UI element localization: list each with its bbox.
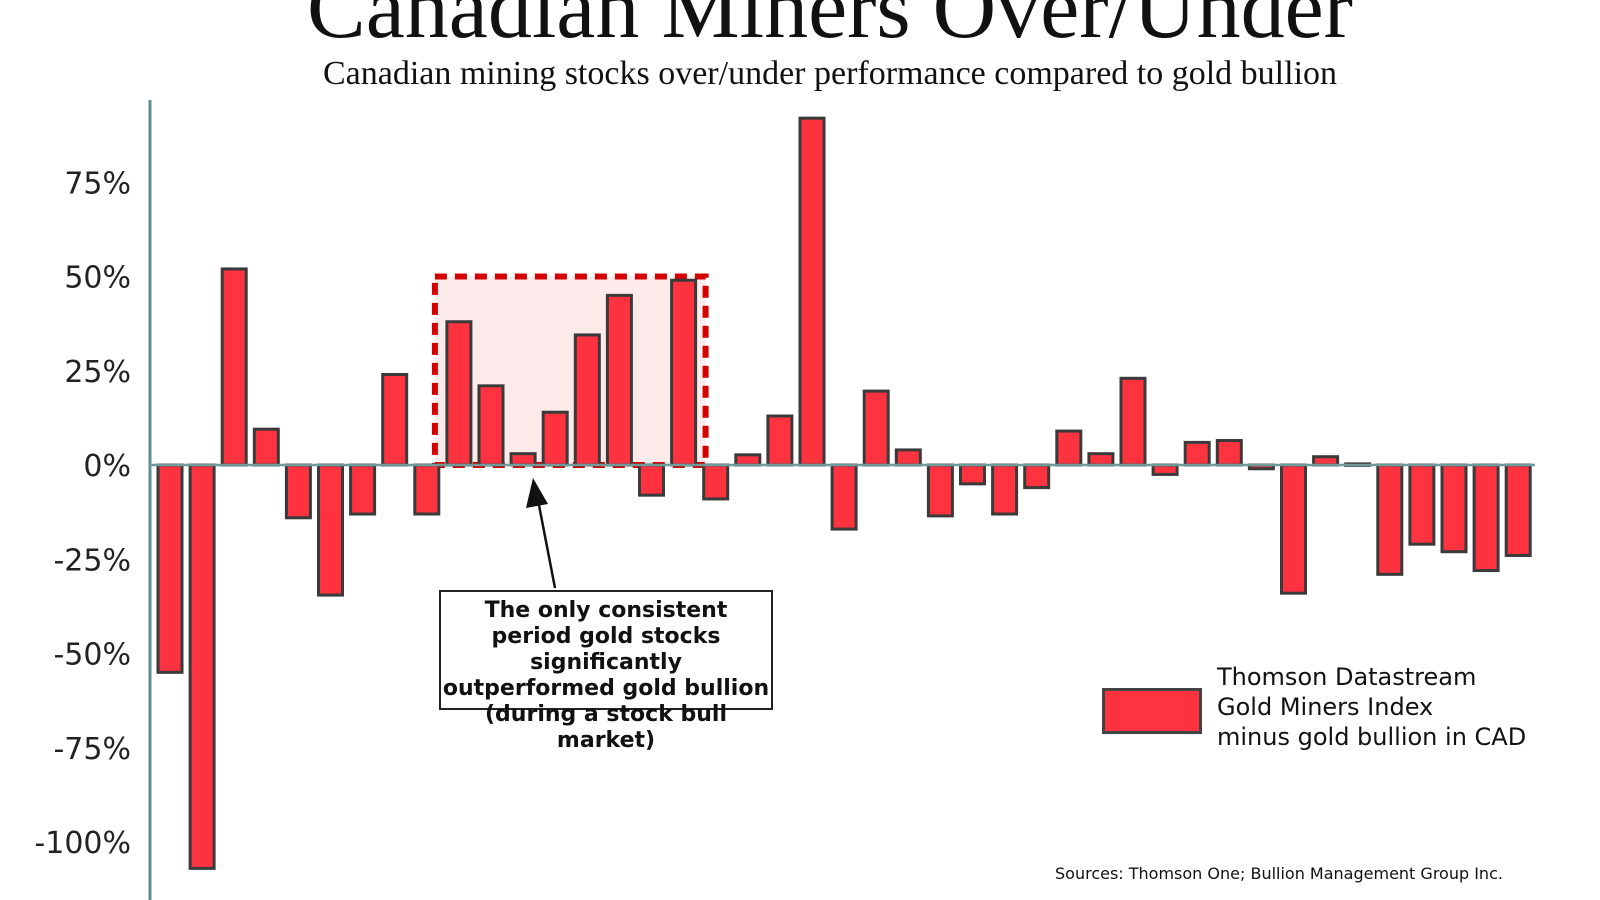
bar (1183, 440, 1211, 467)
bar (959, 463, 986, 486)
bar (605, 293, 633, 467)
arrow-head-icon (526, 478, 548, 508)
bar (509, 452, 537, 467)
legend-line: Gold Miners Index (1217, 693, 1434, 721)
bar (413, 463, 441, 516)
y-tick-label: 25% (64, 355, 131, 390)
annotation-box: The only consistent period gold stocks s… (439, 590, 773, 753)
bar (284, 463, 312, 520)
bar (991, 463, 1019, 516)
bar (926, 463, 954, 518)
legend-swatch (1102, 688, 1202, 734)
bar (1504, 463, 1532, 557)
bar (894, 448, 922, 467)
y-tick-label: 0% (83, 449, 131, 484)
chart-title: Canadian Miners Over/Under (307, 0, 1353, 57)
legend-line: Thomson Datastream (1217, 663, 1477, 691)
bar (541, 410, 569, 467)
y-tick-label: -50% (53, 638, 131, 673)
bar (1023, 463, 1051, 490)
bar (798, 116, 826, 467)
bar (862, 389, 890, 467)
bar (477, 384, 505, 467)
legend-label: Thomson Datastream Gold Miners Index min… (1217, 662, 1526, 752)
highlight-box (431, 273, 709, 468)
bar (1215, 438, 1243, 467)
bar (1055, 429, 1083, 467)
y-tick-label: 75% (64, 166, 131, 201)
bar (1376, 463, 1404, 576)
y-tick-label: -75% (53, 732, 131, 767)
bar (638, 463, 665, 497)
chart-subtitle: Canadian mining stocks over/under perfor… (322, 55, 1338, 92)
bar (1151, 463, 1179, 476)
sources-note: Sources: Thomson One; Bullion Management… (1055, 864, 1503, 883)
bar (734, 453, 762, 467)
bar (252, 427, 280, 467)
bar (830, 463, 858, 531)
bar (317, 463, 344, 597)
annotation-arrow (536, 499, 557, 589)
bar (573, 333, 601, 467)
bar (156, 463, 184, 674)
bar (381, 373, 409, 467)
bar (1440, 463, 1468, 554)
y-tick-label: -100% (34, 826, 131, 861)
bar (349, 463, 377, 516)
bar (1280, 463, 1307, 595)
y-tick-label: -25% (53, 543, 131, 578)
bar (1472, 463, 1500, 573)
bar (1119, 376, 1147, 467)
bar (1087, 452, 1115, 467)
y-tick-label: 50% (64, 261, 131, 296)
bar (188, 463, 216, 870)
bar (670, 278, 698, 467)
bar (766, 414, 794, 467)
bar (445, 320, 473, 467)
bar (702, 463, 730, 501)
bar (1408, 463, 1436, 546)
annotation-text: The only consistent period gold stocks s… (442, 598, 770, 753)
legend-line: minus gold bullion in CAD (1217, 723, 1527, 751)
bar (220, 267, 248, 467)
